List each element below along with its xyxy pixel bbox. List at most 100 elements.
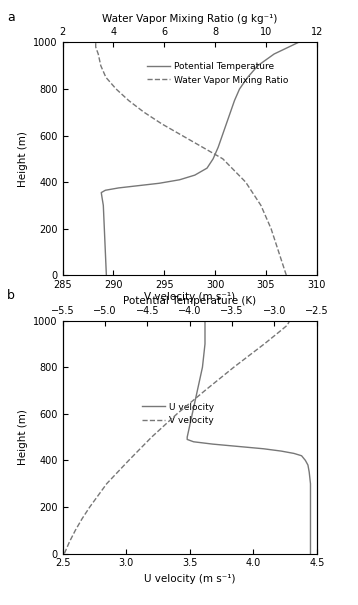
Potential Temperature bbox=[103, 248, 107, 255]
Potential Temperature bbox=[211, 155, 215, 163]
Potential Temperature bbox=[116, 185, 121, 192]
U velocity bbox=[308, 503, 313, 511]
Line: Potential Temperature: Potential Temperature bbox=[101, 42, 299, 275]
Potential Temperature bbox=[99, 189, 103, 196]
Water Vapor Mixing Ratio bbox=[277, 248, 281, 255]
Water Vapor Mixing Ratio bbox=[93, 39, 98, 46]
V velocity bbox=[105, 480, 109, 488]
U velocity bbox=[308, 480, 313, 488]
U velocity bbox=[299, 452, 304, 459]
Potential Temperature bbox=[178, 176, 182, 183]
V velocity bbox=[232, 364, 236, 371]
Water Vapor Mixing Ratio bbox=[142, 109, 146, 116]
V velocity bbox=[88, 503, 92, 511]
Potential Temperature bbox=[232, 97, 237, 104]
Potential Temperature bbox=[137, 182, 141, 189]
V velocity bbox=[73, 526, 78, 534]
Potential Temperature bbox=[224, 120, 228, 128]
Potential Temperature bbox=[237, 85, 242, 93]
Line: Water Vapor Mixing Ratio: Water Vapor Mixing Ratio bbox=[96, 42, 286, 275]
U velocity bbox=[188, 422, 192, 429]
V velocity bbox=[150, 433, 154, 440]
U velocity bbox=[200, 364, 205, 371]
Water Vapor Mixing Ratio bbox=[284, 272, 289, 279]
V velocity bbox=[62, 550, 67, 557]
U velocity bbox=[261, 445, 266, 453]
U velocity bbox=[306, 462, 310, 469]
U velocity bbox=[185, 433, 189, 440]
X-axis label: U velocity (m s⁻¹): U velocity (m s⁻¹) bbox=[144, 574, 236, 584]
Water Vapor Mixing Ratio bbox=[180, 132, 184, 139]
U velocity bbox=[198, 375, 202, 382]
V velocity bbox=[276, 329, 281, 336]
Potential Temperature bbox=[101, 202, 106, 209]
Text: a: a bbox=[7, 11, 15, 24]
Potential Temperature bbox=[104, 272, 108, 279]
V velocity bbox=[262, 340, 266, 347]
V velocity bbox=[127, 457, 131, 464]
U velocity bbox=[195, 387, 199, 394]
U velocity bbox=[308, 550, 313, 557]
Potential Temperature bbox=[103, 237, 107, 244]
V velocity bbox=[80, 515, 84, 522]
U velocity bbox=[203, 340, 207, 347]
Water Vapor Mixing Ratio bbox=[127, 97, 131, 104]
U velocity bbox=[185, 436, 189, 443]
U velocity bbox=[308, 526, 313, 534]
U velocity bbox=[211, 440, 215, 448]
Water Vapor Mixing Ratio bbox=[221, 155, 225, 163]
V velocity bbox=[67, 538, 72, 546]
Legend: U velocity, V velocity: U velocity, V velocity bbox=[138, 399, 218, 429]
U velocity bbox=[203, 329, 207, 336]
Water Vapor Mixing Ratio bbox=[259, 202, 263, 209]
U velocity bbox=[303, 457, 308, 464]
Legend: Potential Temperature, Water Vapor Mixing Ratio: Potential Temperature, Water Vapor Mixin… bbox=[144, 59, 292, 88]
Potential Temperature bbox=[246, 74, 250, 81]
V velocity bbox=[203, 387, 207, 394]
Water Vapor Mixing Ratio bbox=[269, 225, 273, 232]
Potential Temperature bbox=[102, 225, 106, 232]
X-axis label: Water Vapor Mixing Ratio (g kg⁻¹): Water Vapor Mixing Ratio (g kg⁻¹) bbox=[102, 14, 277, 24]
Potential Temperature bbox=[193, 171, 197, 178]
Potential Temperature bbox=[100, 192, 104, 200]
Water Vapor Mixing Ratio bbox=[243, 178, 248, 186]
Potential Temperature bbox=[104, 260, 108, 267]
Potential Temperature bbox=[216, 143, 221, 151]
Y-axis label: Height (m): Height (m) bbox=[18, 409, 28, 465]
U velocity bbox=[308, 538, 313, 546]
Line: V velocity: V velocity bbox=[64, 321, 290, 554]
Potential Temperature bbox=[102, 214, 106, 221]
Potential Temperature bbox=[296, 39, 301, 46]
V velocity bbox=[285, 322, 289, 329]
Water Vapor Mixing Ratio bbox=[200, 143, 205, 151]
Line: U velocity: U velocity bbox=[187, 321, 310, 554]
Potential Temperature bbox=[220, 132, 224, 139]
Potential Temperature bbox=[256, 62, 260, 70]
Water Vapor Mixing Ratio bbox=[160, 120, 164, 128]
X-axis label: V velocity (m s⁻¹): V velocity (m s⁻¹) bbox=[144, 292, 235, 302]
U velocity bbox=[279, 448, 284, 455]
U velocity bbox=[192, 438, 196, 445]
Potential Temperature bbox=[272, 50, 276, 57]
U velocity bbox=[292, 450, 296, 457]
U velocity bbox=[202, 352, 206, 359]
Water Vapor Mixing Ratio bbox=[104, 74, 108, 81]
Water Vapor Mixing Ratio bbox=[96, 50, 100, 57]
U velocity bbox=[203, 317, 207, 324]
V velocity bbox=[287, 317, 292, 324]
Potential Temperature bbox=[205, 165, 209, 172]
U velocity bbox=[307, 468, 311, 476]
Potential Temperature bbox=[157, 180, 161, 187]
Water Vapor Mixing Ratio bbox=[93, 44, 98, 51]
Water Vapor Mixing Ratio bbox=[114, 85, 118, 93]
U velocity bbox=[236, 443, 240, 450]
V velocity bbox=[175, 410, 179, 417]
X-axis label: Potential Temperature (K): Potential Temperature (K) bbox=[123, 296, 256, 306]
Text: b: b bbox=[7, 289, 15, 302]
Potential Temperature bbox=[103, 186, 107, 194]
Potential Temperature bbox=[228, 109, 233, 116]
U velocity bbox=[190, 410, 194, 417]
U velocity bbox=[193, 399, 197, 406]
Y-axis label: Height (m): Height (m) bbox=[18, 131, 28, 187]
Water Vapor Mixing Ratio bbox=[98, 62, 103, 70]
